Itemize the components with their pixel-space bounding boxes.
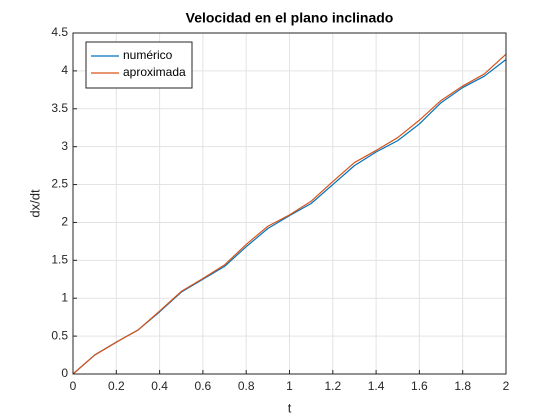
x-tick-label: 0 (70, 379, 77, 393)
x-axis-label: t (288, 400, 292, 415)
x-tick-label: 0.4 (151, 379, 168, 393)
y-tick-label: 2 (61, 215, 68, 229)
x-tick-label: 0.8 (238, 379, 255, 393)
y-tick-label: 1 (61, 290, 68, 304)
x-tick-label: 0.6 (195, 379, 212, 393)
legend-box (85, 41, 193, 89)
x-tick-label: 1 (286, 379, 293, 393)
y-tick-label: 2.5 (51, 177, 68, 191)
y-tick-label: 4 (61, 63, 68, 77)
x-tick-label: 0.2 (108, 379, 125, 393)
x-tick-label: 1.4 (368, 379, 385, 393)
legend-label: numérico (123, 48, 173, 62)
y-tick-label: 0.5 (51, 328, 68, 342)
legend-label: aproximada (123, 65, 186, 79)
x-tick-label: 1.8 (454, 379, 471, 393)
y-tick-label: 3.5 (51, 101, 68, 115)
series-line (72, 53, 507, 375)
y-tick-label: 3 (61, 139, 68, 153)
y-tick-label: 0 (61, 366, 68, 380)
y-tick-label: 4.5 (51, 25, 68, 39)
y-axis-label: dx/dt (27, 189, 42, 218)
chart-title: Velocidad en el plano inclinado (186, 10, 394, 26)
x-tick-label: 1.6 (411, 379, 428, 393)
x-tick-label: 2 (503, 379, 510, 393)
x-tick-label: 1.2 (324, 379, 341, 393)
y-tick-label: 1.5 (51, 253, 68, 267)
axes-box (72, 32, 507, 375)
